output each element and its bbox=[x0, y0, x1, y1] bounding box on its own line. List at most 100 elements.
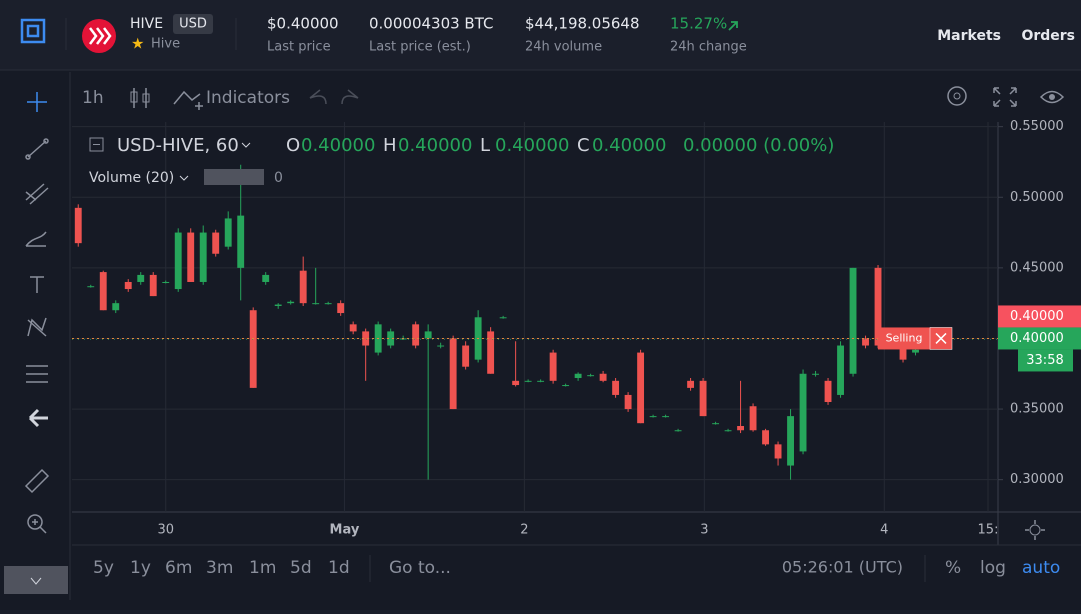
range-button[interactable]: 1d bbox=[328, 558, 350, 578]
stat-value: 15.27% bbox=[670, 15, 727, 33]
candle-body bbox=[499, 317, 507, 319]
candle-body bbox=[124, 281, 132, 290]
collapse-legend[interactable] bbox=[89, 137, 104, 152]
change: 0.00000 (0.00%) bbox=[683, 135, 834, 156]
scale-option[interactable]: % bbox=[945, 558, 961, 578]
y-tick-label: 0.50000 bbox=[1010, 190, 1064, 205]
range-button[interactable]: 5d bbox=[290, 558, 312, 578]
stat-label: Last price (est.) bbox=[369, 40, 471, 55]
ohlc-key: O bbox=[286, 135, 300, 156]
price-label-box bbox=[998, 327, 1081, 350]
y-tick-label: 0.30000 bbox=[1010, 472, 1064, 487]
eye[interactable] bbox=[1039, 90, 1065, 104]
x-tick-label: 2 bbox=[520, 523, 528, 538]
quote-badge bbox=[173, 14, 213, 34]
chevron bbox=[30, 577, 42, 585]
range-button[interactable]: 6m bbox=[165, 558, 192, 578]
candle-body bbox=[162, 281, 170, 283]
range-button[interactable]: 1m bbox=[249, 558, 276, 578]
candle-body bbox=[437, 345, 445, 347]
candle-body bbox=[362, 331, 370, 346]
undo-redo[interactable] bbox=[309, 89, 359, 105]
ohlc-key: H bbox=[383, 135, 397, 156]
order-label-box[interactable] bbox=[878, 327, 930, 350]
chevron bbox=[179, 175, 189, 181]
candle-body bbox=[74, 207, 82, 244]
goto[interactable]: Go to... bbox=[389, 558, 451, 578]
candle-body bbox=[87, 286, 95, 288]
candle-body bbox=[874, 267, 882, 346]
nav-orders[interactable]: Orders bbox=[1021, 28, 1075, 44]
countdown-box bbox=[1018, 349, 1073, 372]
candle-body bbox=[849, 267, 857, 374]
candle-body bbox=[787, 416, 794, 466]
candle-body bbox=[137, 274, 145, 282]
candle-body bbox=[412, 324, 420, 346]
range-button[interactable]: 3m bbox=[206, 558, 233, 578]
star[interactable]: ★ bbox=[131, 35, 144, 53]
range-button[interactable]: 5y bbox=[93, 558, 114, 578]
volume-label[interactable]: Volume (20) bbox=[89, 170, 174, 186]
candle-body bbox=[324, 303, 332, 305]
quote: USD bbox=[179, 17, 207, 32]
candle-body bbox=[524, 380, 532, 382]
stat-value: 0.00004303 BTC bbox=[369, 15, 493, 33]
stat-label: 24h change bbox=[670, 40, 747, 55]
candle-body bbox=[587, 375, 595, 377]
candle-body bbox=[249, 310, 257, 388]
order-label: Selling bbox=[886, 331, 923, 344]
candle-body bbox=[574, 373, 582, 378]
candle-body bbox=[862, 338, 869, 346]
clock: 05:26:01 (UTC) bbox=[782, 558, 903, 577]
drawing-tools[interactable] bbox=[24, 92, 50, 534]
interval[interactable]: 1h bbox=[82, 88, 104, 108]
candle-body bbox=[899, 345, 907, 360]
y-tick-label: 0.55000 bbox=[1010, 119, 1064, 134]
up-arrow bbox=[728, 21, 738, 31]
axis-settings[interactable] bbox=[1025, 520, 1045, 540]
candle-body bbox=[99, 272, 107, 311]
y-tick-label: 0.45000 bbox=[1010, 260, 1064, 275]
price-label-box bbox=[998, 305, 1081, 328]
header-bar bbox=[0, 0, 1081, 70]
countdown: 33:58 bbox=[1026, 353, 1063, 368]
x-tick-label: 3 bbox=[700, 523, 708, 538]
candle-body bbox=[837, 345, 844, 395]
candle-body bbox=[262, 274, 270, 282]
indicators-icon[interactable] bbox=[173, 90, 203, 110]
candle-body bbox=[187, 232, 195, 282]
collapse-button[interactable] bbox=[4, 566, 68, 594]
candle-body bbox=[487, 331, 495, 374]
candle-body bbox=[749, 406, 757, 431]
ohlc-value: 0.40000 bbox=[495, 135, 569, 156]
candle-body bbox=[737, 426, 745, 431]
x-tick-label: 4 bbox=[880, 523, 888, 538]
scale-option[interactable]: log bbox=[980, 558, 1006, 578]
candle-body bbox=[537, 380, 545, 382]
candle-icon[interactable] bbox=[133, 88, 147, 108]
volume-controls[interactable] bbox=[204, 169, 264, 185]
candle-icon-body bbox=[142, 93, 150, 103]
ohlc-value: 0.40000 bbox=[398, 135, 472, 156]
indicators[interactable]: Indicators bbox=[206, 88, 290, 108]
settings[interactable] bbox=[947, 86, 967, 106]
candle-body bbox=[312, 303, 320, 305]
candle-body bbox=[549, 352, 557, 381]
candle-body bbox=[637, 352, 645, 424]
nav-markets[interactable]: Markets bbox=[937, 28, 1001, 44]
ohlc-value: 0.40000 bbox=[301, 135, 375, 156]
fullscreen[interactable] bbox=[993, 87, 1017, 107]
candle-body bbox=[449, 338, 457, 410]
scale-option[interactable]: auto bbox=[1022, 558, 1060, 578]
candle-body bbox=[387, 331, 395, 346]
candle-body bbox=[562, 385, 570, 387]
hive-mark bbox=[89, 27, 112, 45]
candle-body bbox=[824, 380, 832, 403]
hive-icon bbox=[82, 19, 116, 53]
range-button[interactable]: 1y bbox=[130, 558, 151, 578]
candle-body bbox=[599, 373, 607, 381]
logo[interactable] bbox=[20, 18, 46, 44]
candle-body bbox=[112, 303, 120, 311]
symbol[interactable]: USD-HIVE, 60 bbox=[117, 135, 239, 156]
